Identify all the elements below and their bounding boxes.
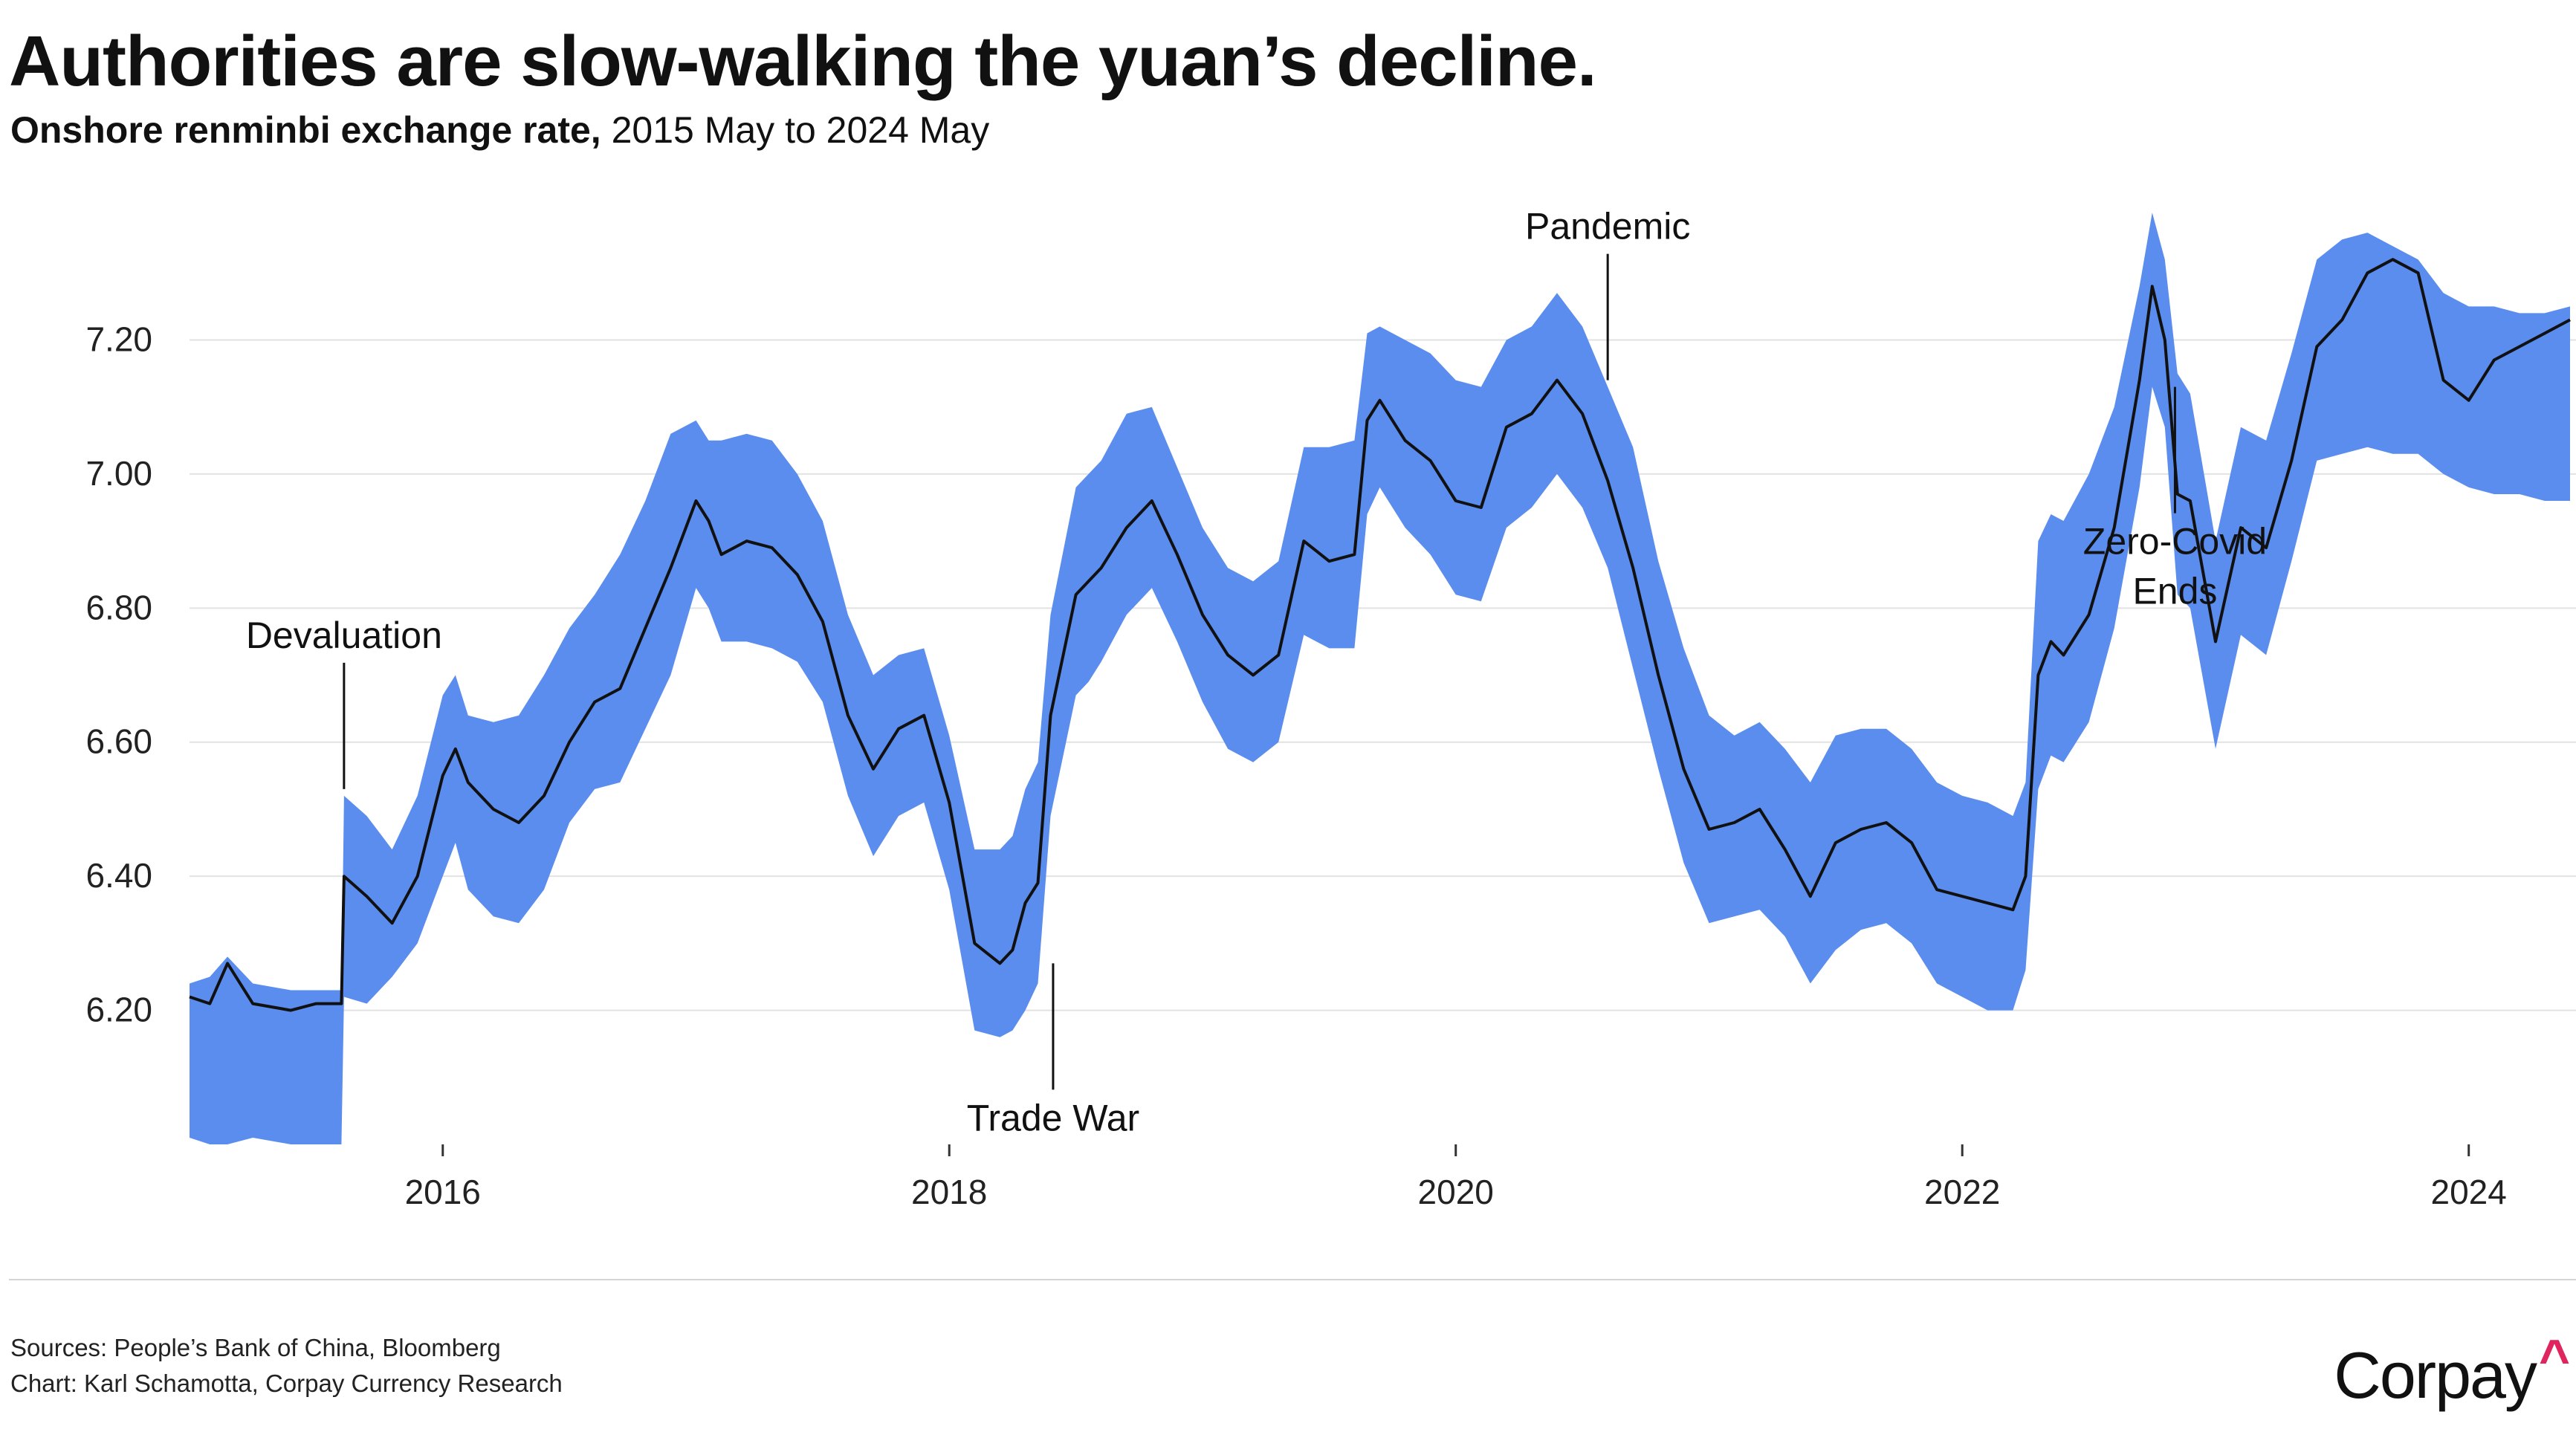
x-tick-label: 2020 xyxy=(1418,1173,1494,1211)
annotation-label: Zero-Covid xyxy=(2083,521,2267,563)
sources-block: Sources: People’s Bank of China, Bloombe… xyxy=(10,1330,563,1401)
exchange-rate-chart: 6.20 6.40 6.60 6.80 7.00 7.20 2016 2018 2020 2022… xyxy=(85,206,2576,1211)
y-tick-label: 6.40 xyxy=(85,856,152,895)
subtitle-bold: Onshore renminbi exchange rate, xyxy=(10,109,601,151)
sources-line: Sources: People’s Bank of China, Bloombe… xyxy=(10,1334,501,1361)
y-tick-label: 6.60 xyxy=(85,722,152,761)
logo-text: Corpay xyxy=(2334,1338,2537,1412)
x-tick-label: 2018 xyxy=(911,1173,987,1211)
y-tick-label: 6.20 xyxy=(85,991,152,1029)
volatility-band xyxy=(190,213,2570,1145)
annotation-label-line2: Ends xyxy=(2132,571,2217,612)
subtitle-range: 2015 May to 2024 May xyxy=(611,109,990,151)
x-tick-label: 2016 xyxy=(405,1173,481,1211)
logo-caret-icon: ^ xyxy=(2538,1329,2570,1389)
y-tick-label: 7.00 xyxy=(85,454,152,493)
x-tick-label: 2022 xyxy=(1924,1173,2000,1211)
annotation-label: Devaluation xyxy=(246,615,442,656)
x-tick-label: 2024 xyxy=(2431,1173,2507,1211)
y-tick-label: 6.80 xyxy=(85,588,152,626)
exchange-rate-line xyxy=(189,258,2571,1012)
footer-divider xyxy=(9,1279,2576,1280)
annotation-label: Pandemic xyxy=(1525,206,1690,247)
chart-subtitle: Onshore renminbi exchange rate, 2015 May… xyxy=(10,108,989,152)
credit-line: Chart: Karl Schamotta, Corpay Currency R… xyxy=(10,1370,563,1397)
chart-title: Authorities are slow-walking the yuan’s … xyxy=(9,22,1597,101)
y-tick-label: 7.20 xyxy=(85,320,152,358)
annotation-label: Trade War xyxy=(967,1097,1139,1138)
corpay-logo: Corpay^ xyxy=(2334,1329,2570,1413)
